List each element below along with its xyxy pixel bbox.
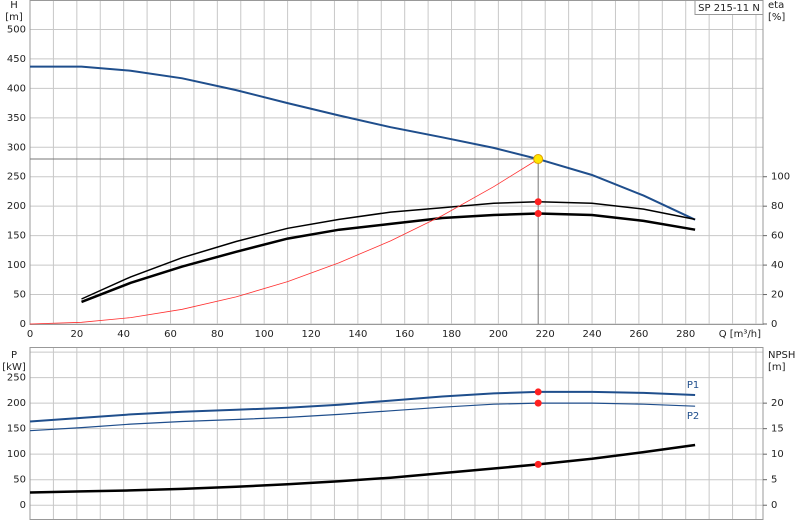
y-tick-label: 200 [7,201,26,212]
y2-tick-label: 20 [771,398,784,409]
y-axis-unit: [kW] [2,362,26,373]
x-tick-label: 0 [27,329,33,340]
curve [81,212,696,304]
y-tick-label: 0 [20,319,26,330]
operating-point [534,388,542,396]
duty-point [533,154,544,165]
x-tick-label: 40 [117,329,130,340]
plot-frame [29,0,764,325]
operating-point [534,460,542,468]
curve [29,158,539,325]
x-tick-label: 200 [489,329,508,340]
y-tick-label: 150 [7,231,26,242]
y-tick-label: 200 [7,398,26,409]
series-label: P1 [687,380,699,391]
y2-axis-unit: [m] [768,362,786,373]
x-tick-label: 80 [211,329,224,340]
y-tick-label: 250 [7,373,26,384]
series-label: P2 [687,411,699,422]
operating-point [534,210,542,218]
x-tick-label: 240 [582,329,601,340]
x-tick-label: 220 [536,329,555,340]
y2-tick-label: 5 [771,475,777,486]
y2-axis-unit: [%] [768,12,785,23]
curve [81,201,696,300]
x-tick-label: 140 [348,329,367,340]
y2-tick-label: 40 [771,260,784,271]
curve [29,390,696,423]
title-box [694,0,764,15]
y2-axis-label: eta [768,0,784,11]
x-tick-label: 160 [395,329,414,340]
chart-title: SP 215-11 N [698,3,760,14]
y-tick-label: 400 [7,83,26,94]
curve [29,402,696,432]
y2-tick-label: 15 [771,424,784,435]
y-tick-label: 100 [7,449,26,460]
y-tick-label: 450 [7,54,26,65]
y2-tick-label: 20 [771,290,784,301]
curve [29,443,696,494]
y-tick-label: 100 [7,260,26,271]
x-tick-label: 180 [442,329,461,340]
operating-point [534,198,542,206]
y2-tick-label: 80 [771,201,784,212]
y2-tick-label: 10 [771,449,784,460]
curve [30,65,696,221]
y-tick-label: 50 [13,475,26,486]
y2-tick-label: 0 [771,500,777,511]
y2-axis-label: NPSH [768,350,795,361]
y2-tick-label: 0 [771,319,777,330]
y-tick-label: 500 [7,24,26,35]
y2-tick-label: 60 [771,231,784,242]
y-tick-label: 150 [7,424,26,435]
y-axis-unit: [m] [5,12,23,23]
operating-point [534,399,542,407]
y-tick-label: 250 [7,172,26,183]
x-tick-label: 60 [164,329,177,340]
y-tick-label: 0 [20,500,26,511]
x-tick-label: 100 [255,329,274,340]
x-tick-label: 260 [629,329,648,340]
y-tick-label: 50 [13,290,26,301]
y-tick-label: 300 [7,142,26,153]
x-tick-label: 280 [676,329,695,340]
x-tick-label: 20 [70,329,83,340]
y2-tick-label: 100 [771,172,790,183]
y-axis-label: P [11,350,17,361]
y-axis-label: H [10,0,18,11]
plot-frame [29,347,764,520]
x-tick-label: 120 [301,329,320,340]
y-tick-label: 350 [7,113,26,124]
x-axis-label: Q [m³/h] [719,329,761,340]
